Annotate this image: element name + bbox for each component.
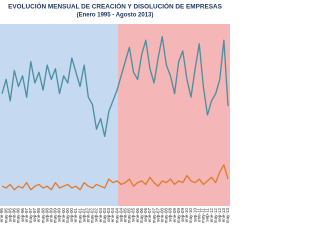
x-tick-label: sep-06 <box>143 208 148 222</box>
x-tick-label: sep-04 <box>118 208 123 222</box>
line-series <box>1 164 229 191</box>
x-tick-label: ene-98 <box>36 208 41 223</box>
x-tick-label: sep-10 <box>192 208 197 222</box>
x-tick-label: ene-09 <box>172 208 177 223</box>
x-tick-label: ene-13 <box>221 208 226 223</box>
x-tick-label: sep-05 <box>131 208 136 222</box>
x-tick-label: ene-11 <box>196 208 201 222</box>
x-tick-label: ene-04 <box>110 208 115 223</box>
x-tick-label: sep-98 <box>44 208 49 222</box>
x-tick-label: may-05 <box>127 208 132 224</box>
x-tick-label: may-10 <box>188 208 193 224</box>
x-tick-label: sep-07 <box>155 208 160 222</box>
x-tick-label: may-04 <box>114 208 119 224</box>
x-tick-label: ene-12 <box>209 208 214 223</box>
x-tick-label: may-09 <box>176 208 181 224</box>
x-tick-label: may-06 <box>139 208 144 224</box>
x-tick-label: may-02 <box>90 208 95 224</box>
x-tick-label: may-97 <box>28 208 33 224</box>
chart-title: EVOLUCIÓN MENSUAL DE CREACIÓN Y DISOLUCI… <box>8 2 222 11</box>
x-tick-label: may-95 <box>3 208 8 224</box>
x-tick-label: sep-96 <box>20 208 25 222</box>
x-tick-label: ene-07 <box>147 208 152 223</box>
x-tick-label: ene-96 <box>12 208 17 223</box>
x-tick-label: ene-03 <box>98 208 103 223</box>
x-tick-label: may-96 <box>16 208 21 224</box>
chart: EVOLUCIÓN MENSUAL DE CREACIÓN Y DISOLUCI… <box>0 2 230 224</box>
x-tick-label: may-98 <box>40 208 45 224</box>
x-tick-label: may-13 <box>225 208 230 224</box>
x-tick-label: ene-95 <box>0 208 4 223</box>
x-tick-label: may-01 <box>77 208 82 224</box>
background-left <box>0 24 118 206</box>
x-tick-label: ene-99 <box>49 208 54 223</box>
x-tick-label: may-03 <box>102 208 107 224</box>
x-tick-label: sep-09 <box>180 208 185 222</box>
x-tick-label: sep-12 <box>217 208 222 222</box>
chart-subtitle: (Enero 1995 - Agosto 2013) <box>77 13 154 19</box>
x-tick-label: sep-97 <box>32 208 37 222</box>
background-right <box>118 24 230 206</box>
x-tick-label: ene-08 <box>159 208 164 223</box>
x-tick-label: sep-01 <box>81 208 86 222</box>
x-tick-label: ene-00 <box>61 208 66 223</box>
x-tick-label: may-00 <box>65 208 70 224</box>
x-tick-label: may-07 <box>151 208 156 224</box>
x-tick-label: may-12 <box>213 208 218 224</box>
x-tick-label: may-08 <box>164 208 169 224</box>
x-tick-label: ene-01 <box>73 208 78 223</box>
x-tick-label: sep-99 <box>57 208 62 222</box>
x-tick-label: may-11 <box>201 208 206 223</box>
x-tick-label: sep-03 <box>106 208 111 222</box>
line-series <box>1 36 229 138</box>
x-tick-label: sep-11 <box>205 208 210 222</box>
x-tick-label: may-99 <box>53 208 58 224</box>
x-tick-label: ene-10 <box>184 208 189 223</box>
x-tick-label: sep-02 <box>94 208 99 222</box>
x-tick-label: sep-95 <box>7 208 12 222</box>
x-tick-label: sep-08 <box>168 208 173 222</box>
x-tick-label: sep-00 <box>69 208 74 222</box>
x-tick-label: ene-05 <box>122 208 127 223</box>
x-tick-label: ene-02 <box>86 208 91 223</box>
x-tick-label: ene-97 <box>24 208 29 223</box>
x-tick-label: ene-06 <box>135 208 140 223</box>
